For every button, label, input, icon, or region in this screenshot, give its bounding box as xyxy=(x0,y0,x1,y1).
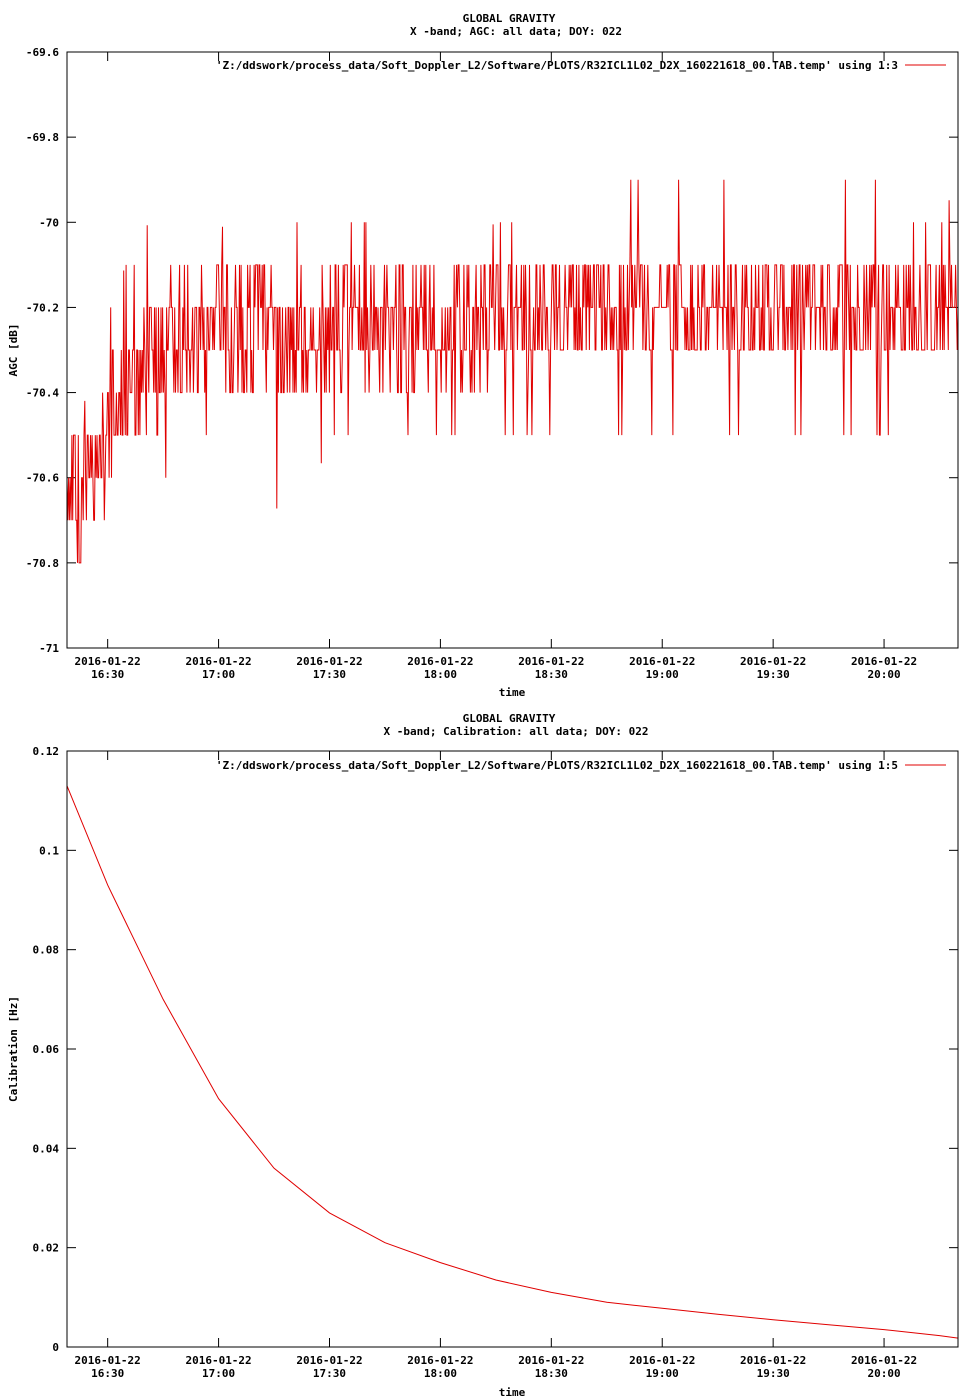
agc-chart: GLOBAL GRAVITY X -band; AGC: all data; D… xyxy=(7,12,959,699)
x-tick-date: 2016-01-22 xyxy=(851,1354,917,1367)
chart-title: GLOBAL GRAVITY xyxy=(463,12,556,25)
x-tick-date: 2016-01-22 xyxy=(75,655,141,668)
plot-area xyxy=(66,179,959,564)
x-tick-time: 19:00 xyxy=(646,1367,679,1380)
x-tick-time: 17:00 xyxy=(202,1367,235,1380)
x-axis-title: time xyxy=(499,686,526,699)
y-tick-label: 0.1 xyxy=(39,844,59,857)
x-tick-date: 2016-01-22 xyxy=(851,655,917,668)
x-tick-time: 20:00 xyxy=(867,1367,900,1380)
y-axis: -69.6 -69.8 -70 -70.2 -70.4 -70.6 -70.8 -71 xyxy=(26,46,958,655)
y-tick-label: 0 xyxy=(52,1341,59,1354)
y-tick-label: -71 xyxy=(39,642,59,655)
x-tick-date: 2016-01-22 xyxy=(296,1354,362,1367)
plot-area xyxy=(66,785,959,1339)
plot-frame xyxy=(66,750,959,1348)
y-tick-label: -70 xyxy=(39,216,59,229)
legend-label: 'Z:/ddswork/process_data/Soft_Doppler_L2… xyxy=(216,759,898,772)
y-tick-label: -70.2 xyxy=(26,301,59,314)
calibration-chart: GLOBAL GRAVITY X -band; Calibration: all… xyxy=(7,712,959,1399)
x-tick-time: 19:30 xyxy=(757,668,790,681)
chart-subtitle: X -band; Calibration: all data; DOY: 022 xyxy=(384,725,649,738)
x-axis-title: time xyxy=(499,1386,526,1399)
x-tick-time: 17:30 xyxy=(313,1367,346,1380)
y-tick-label: -70.4 xyxy=(26,387,59,400)
x-tick-date: 2016-01-22 xyxy=(518,655,584,668)
x-tick-date: 2016-01-22 xyxy=(629,655,695,668)
x-tick-date: 2016-01-22 xyxy=(740,1354,806,1367)
y-tick-label: -70.8 xyxy=(26,557,59,570)
y-axis: 0.12 0.1 0.08 0.06 0.04 0.02 0 xyxy=(33,745,958,1354)
x-tick-date: 2016-01-22 xyxy=(75,1354,141,1367)
x-tick-date: 2016-01-22 xyxy=(629,1354,695,1367)
y-axis-title: Calibration [Hz] xyxy=(7,996,20,1102)
x-tick-date: 2016-01-22 xyxy=(185,655,251,668)
calibration-series-line xyxy=(66,785,959,1339)
x-tick-time: 16:30 xyxy=(91,1367,124,1380)
y-tick-label: -70.6 xyxy=(26,472,59,485)
x-tick-time: 17:00 xyxy=(202,668,235,681)
y-tick-label: 0.06 xyxy=(33,1043,60,1056)
agc-series-line xyxy=(66,179,959,564)
y-tick-label: 0.12 xyxy=(33,745,60,758)
legend-label: 'Z:/ddswork/process_data/Soft_Doppler_L2… xyxy=(216,59,898,72)
x-tick-date: 2016-01-22 xyxy=(518,1354,584,1367)
x-tick-time: 18:00 xyxy=(424,1367,457,1380)
x-tick-time: 18:30 xyxy=(535,1367,568,1380)
x-tick-date: 2016-01-22 xyxy=(407,1354,473,1367)
chart-subtitle: X -band; AGC: all data; DOY: 022 xyxy=(410,25,622,38)
y-tick-label: -69.6 xyxy=(26,46,59,59)
x-axis: 2016-01-2216:302016-01-2217:002016-01-22… xyxy=(75,751,917,1380)
y-tick-label: 0.04 xyxy=(33,1142,60,1155)
x-tick-time: 18:00 xyxy=(424,668,457,681)
x-tick-date: 2016-01-22 xyxy=(296,655,362,668)
x-tick-time: 18:30 xyxy=(535,668,568,681)
x-tick-date: 2016-01-22 xyxy=(407,655,473,668)
x-tick-time: 20:00 xyxy=(867,668,900,681)
y-tick-label: 0.08 xyxy=(33,944,60,957)
x-tick-time: 17:30 xyxy=(313,668,346,681)
x-axis: 2016-01-2216:302016-01-2217:002016-01-22… xyxy=(75,52,917,681)
x-tick-time: 19:30 xyxy=(757,1367,790,1380)
x-tick-date: 2016-01-22 xyxy=(740,655,806,668)
y-axis-title: AGC [dB] xyxy=(7,324,20,377)
y-tick-label: 0.02 xyxy=(33,1242,60,1255)
x-tick-time: 19:00 xyxy=(646,668,679,681)
y-tick-label: -69.8 xyxy=(26,131,59,144)
x-tick-date: 2016-01-22 xyxy=(185,1354,251,1367)
chart-title: GLOBAL GRAVITY xyxy=(463,712,556,725)
x-tick-time: 16:30 xyxy=(91,668,124,681)
plot-frame xyxy=(66,51,959,649)
